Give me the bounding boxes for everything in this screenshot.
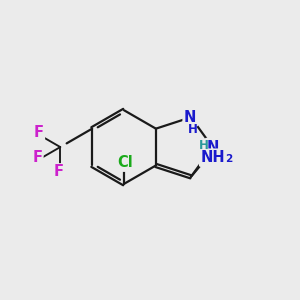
Text: F: F <box>32 150 43 165</box>
Text: H: H <box>188 123 197 136</box>
Text: 2: 2 <box>226 154 233 164</box>
Text: NH: NH <box>201 150 225 165</box>
Text: N: N <box>184 110 196 125</box>
Text: Cl: Cl <box>118 155 134 170</box>
Text: N: N <box>206 140 219 154</box>
Text: H: H <box>199 139 209 152</box>
Text: F: F <box>54 164 64 179</box>
Text: F: F <box>34 125 44 140</box>
